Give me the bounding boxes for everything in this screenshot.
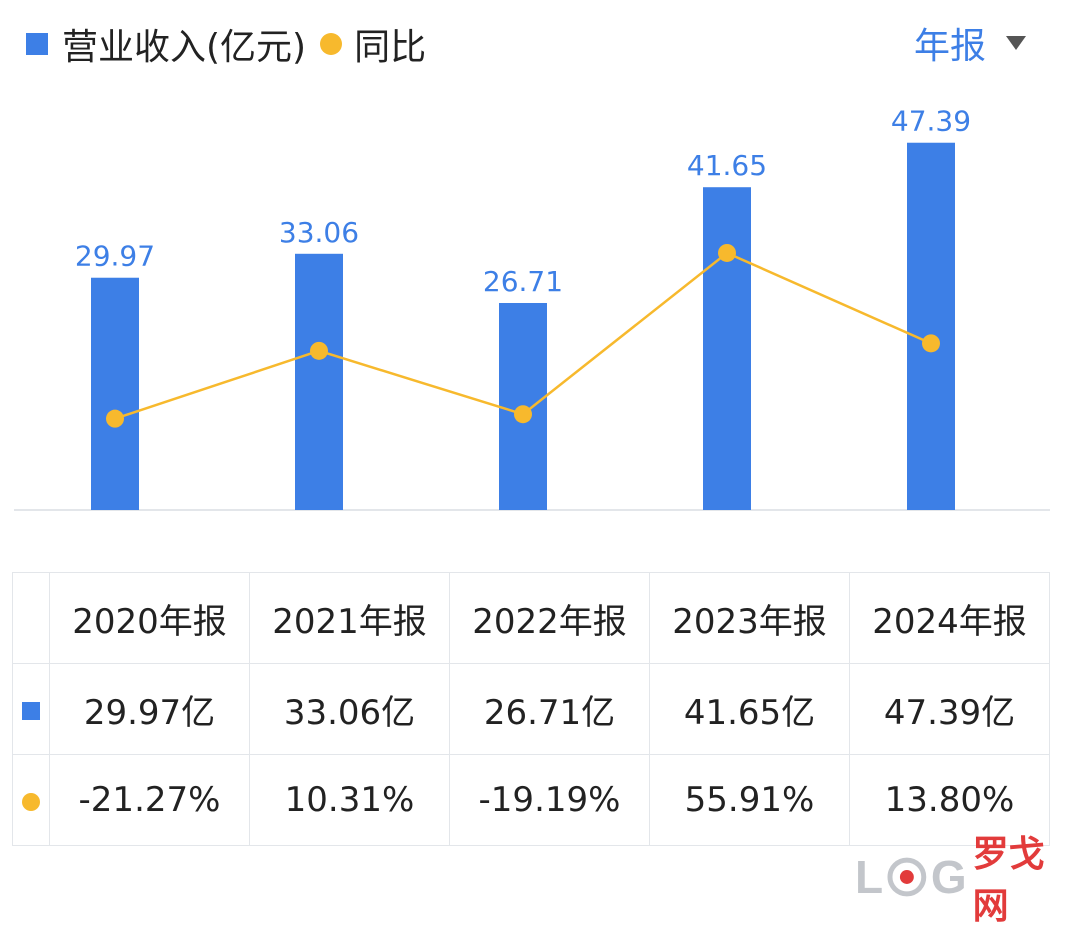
table-header-cell: 2020年报 (49, 572, 250, 664)
revenue-row-marker (12, 663, 50, 755)
dot-icon (22, 793, 40, 811)
bar-value-label: 33.06 (279, 216, 359, 249)
table-header-row: 2020年报 2021年报 2022年报 2023年报 2024年报 (12, 572, 1050, 664)
revenue-cell: 26.71亿 (449, 663, 650, 755)
watermark-letter-g: G (930, 851, 967, 903)
yoy-cell: 13.80% (849, 754, 1050, 846)
square-icon (22, 702, 40, 720)
yoy-legend-marker (320, 33, 343, 55)
yoy-cell: -19.19% (449, 754, 650, 846)
yoy-point (718, 243, 736, 262)
revenue-chart: 29.97 33.06 26.71 41.65 47.39 (14, 105, 1050, 511)
revenue-cell: 41.65亿 (649, 663, 850, 755)
table-row-yoy: -21.27% 10.31% -19.19% 55.91% 13.80% (12, 754, 1050, 846)
revenue-bar (91, 277, 139, 510)
table-row-revenue: 29.97亿 33.06亿 26.71亿 41.65亿 47.39亿 (12, 663, 1050, 755)
yoy-cell: 55.91% (649, 754, 850, 846)
revenue-legend-label: 营业收入(亿元) (62, 27, 307, 68)
caret-down-icon (1006, 36, 1026, 50)
yoy-point (106, 409, 124, 428)
bar-value-label: 29.97 (75, 240, 155, 273)
period-selector-label: 年报 (913, 26, 986, 67)
target-icon (887, 857, 927, 897)
revenue-cell: 29.97亿 (49, 663, 250, 755)
yoy-cell: 10.31% (249, 754, 450, 846)
watermark-logo: L G 罗戈网 (855, 825, 1080, 929)
watermark-text: 罗戈网 (972, 833, 1045, 926)
yoy-row-marker (12, 754, 50, 846)
table-header-cell: 2024年报 (849, 572, 1050, 664)
chart-legend: 营业收入(亿元) 同比 (26, 20, 426, 68)
period-selector[interactable]: 年报 (914, 18, 1026, 68)
bar-value-label: 47.39 (891, 105, 971, 138)
bar-value-label: 41.65 (687, 149, 767, 182)
revenue-bar (295, 253, 343, 510)
revenue-cell: 47.39亿 (849, 663, 1050, 755)
revenue-legend-marker (26, 33, 48, 55)
yoy-point (514, 405, 532, 424)
table-header-cell: 2023年报 (649, 572, 850, 664)
yoy-legend-label: 同比 (354, 27, 427, 68)
revenue-bar (703, 187, 751, 510)
yoy-point (310, 341, 328, 360)
yoy-cell: -21.27% (49, 754, 250, 846)
table-header-cell: 2021年报 (249, 572, 450, 664)
table-header-cell: 2022年报 (449, 572, 650, 664)
yoy-point (922, 334, 940, 353)
bar-value-label: 26.71 (483, 265, 563, 298)
table-corner-cell (12, 572, 50, 664)
revenue-cell: 33.06亿 (249, 663, 450, 755)
watermark-letter-l: L (855, 851, 884, 903)
data-table: 2020年报 2021年报 2022年报 2023年报 2024年报 29.97… (12, 572, 1050, 846)
revenue-bar (907, 142, 955, 510)
